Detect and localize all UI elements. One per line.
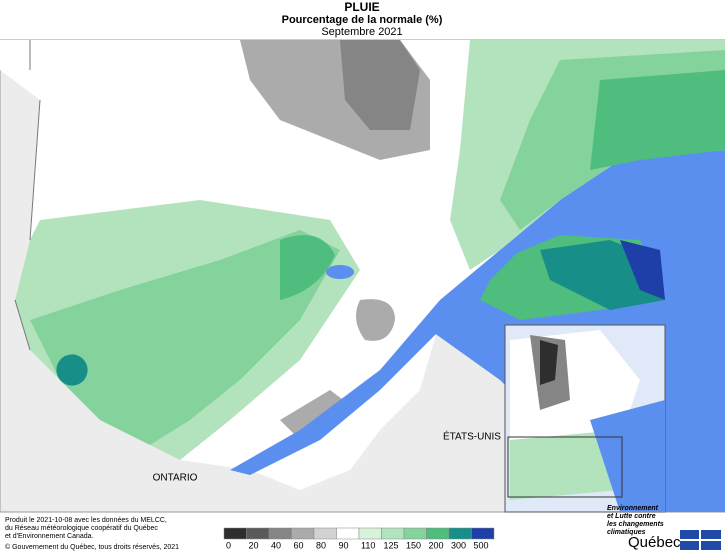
- legend-tick-label: 40: [271, 540, 281, 550]
- legend-swatch: [403, 527, 427, 540]
- legend-tick-label: 80: [316, 540, 326, 550]
- legend-swatch: [426, 527, 450, 540]
- copyright: © Gouvernement du Québec, tous droits ré…: [5, 543, 179, 551]
- region-label: ÉTATS-UNIS: [443, 430, 501, 443]
- legend-swatch: [471, 527, 495, 540]
- legend-swatch: [358, 527, 382, 540]
- legend: 0 20 40 60 80 90 110 125 150 200 300 500: [223, 527, 495, 550]
- legend-tick-label: 20: [249, 540, 259, 550]
- inset-map: [504, 324, 666, 513]
- subtitle: Pourcentage de la normale (%): [282, 14, 443, 26]
- legend-swatch: [246, 527, 270, 540]
- footer: Produit le 2021-10-08 avec les données d…: [5, 517, 179, 551]
- legend-tick-label: 110: [361, 540, 375, 550]
- ministry-line: Environnement: [607, 505, 659, 512]
- legend-tick-label: 0: [226, 540, 231, 550]
- legend-tick-label: 500: [474, 540, 489, 550]
- legend-tick-label: 125: [384, 540, 399, 550]
- ministry-line: et Lutte contre: [607, 513, 656, 520]
- legend-tick-label: 60: [294, 540, 304, 550]
- legend-swatch: [291, 527, 315, 540]
- title: PLUIE: [344, 0, 379, 14]
- map: ONTARIO ÉTATS-UNIS: [0, 39, 725, 513]
- legend-tick-label: 300: [451, 540, 466, 550]
- logo-name: Québec: [628, 534, 681, 551]
- region-label: ONTARIO: [153, 473, 198, 484]
- legend-swatch: [381, 527, 405, 540]
- period: Septembre 2021: [321, 26, 402, 38]
- legend-swatch: [336, 527, 360, 540]
- legend-swatch: [268, 527, 292, 540]
- legend-swatch: [223, 527, 247, 540]
- footer-line: Produit le 2021-10-08 avec les données d…: [5, 517, 167, 524]
- ministry-line: climatiques: [607, 529, 646, 536]
- legend-tick-label: 150: [406, 540, 421, 550]
- legend-tick-label: 200: [429, 540, 444, 550]
- logo: Environnement et Lutte contre les change…: [607, 505, 721, 551]
- legend-swatch: [448, 527, 472, 540]
- footer-line: du Réseau météorologique coopératif du Q…: [5, 525, 158, 532]
- ministry-line: les changements: [607, 521, 664, 528]
- footer-line: et d'Environnement Canada.: [5, 533, 94, 540]
- legend-swatch: [313, 527, 337, 540]
- legend-tick-label: 90: [339, 540, 349, 550]
